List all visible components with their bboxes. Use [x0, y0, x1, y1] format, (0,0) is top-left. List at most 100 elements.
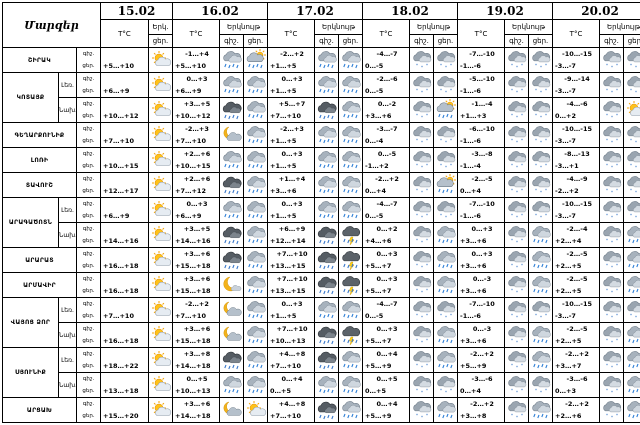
- weather-icon-night: [219, 97, 245, 123]
- night-day-label: գիշ. ցեր.: [76, 322, 101, 348]
- temperature-cell: +4…+8 +7…+10: [267, 397, 316, 423]
- weather-icon: [147, 72, 174, 98]
- svg-text:*: *: [534, 313, 537, 319]
- temperature-cell: +10…+15: [100, 147, 149, 173]
- weather-icon-day: ***: [528, 172, 554, 198]
- temperature-cell: -3…-6 0…+4: [457, 372, 506, 398]
- svg-text:*: *: [610, 190, 613, 196]
- weather-icon-day: [243, 72, 269, 98]
- weather-icon-day: [623, 97, 640, 123]
- svg-text:*: *: [605, 313, 608, 319]
- weather-icon-night: [314, 222, 340, 248]
- weather-icon-night: * * *: [504, 122, 530, 148]
- weather-icon-night: [219, 372, 245, 398]
- svg-text:*: *: [610, 215, 613, 221]
- svg-text:*: *: [634, 315, 637, 321]
- svg-text:*: *: [605, 413, 608, 419]
- weather-icon-day: [528, 222, 554, 248]
- temperature-cell: -3…-7 0…-4: [362, 122, 411, 148]
- svg-text:*: *: [515, 190, 518, 196]
- region-name: ՎԱՅՈՑ ՁՈՐ: [2, 297, 59, 348]
- temperature-cell: +5…+10: [100, 47, 149, 73]
- weather-icon-day: [623, 247, 640, 273]
- weather-icon-night: * * *: [409, 297, 435, 323]
- svg-text:*: *: [449, 388, 452, 394]
- temperature-cell: -8…-13 -3…+1: [552, 147, 601, 173]
- svg-text:*: *: [520, 363, 523, 369]
- svg-text:*: *: [415, 338, 418, 344]
- weather-icon-night: * * *: [599, 197, 625, 223]
- svg-text:*: *: [420, 115, 423, 121]
- temperature-cell: -2…+2 +5…+9: [457, 347, 506, 373]
- svg-text:*: *: [610, 115, 613, 121]
- weather-icon-night: * * *: [504, 247, 530, 273]
- night-day-label: գիշ. ցեր.: [76, 297, 101, 323]
- svg-text:*: *: [510, 113, 513, 119]
- weather-icon-night: * * *: [599, 97, 625, 123]
- svg-text:*: *: [425, 88, 428, 94]
- svg-text:*: *: [539, 115, 542, 121]
- svg-text:*: *: [605, 163, 608, 169]
- weather-icon-day: ***: [623, 172, 640, 198]
- temperature-cell: +14…+16: [100, 222, 149, 248]
- temperature-cell: 0…+3 +1…+5: [267, 72, 316, 98]
- weather-icon-day: [243, 247, 269, 273]
- weather-icon-day: [338, 272, 364, 298]
- svg-text:*: *: [520, 113, 523, 119]
- weather-icon-night: * * *: [504, 347, 530, 373]
- svg-text:*: *: [615, 113, 618, 119]
- night-day-label: գիշ. ցեր.: [76, 397, 101, 423]
- weather-icon-night: [219, 322, 245, 348]
- temperature-cell: -2…+2 0…+4: [362, 172, 411, 198]
- temperature-cell: -2…+3 +1…+5: [267, 122, 316, 148]
- temperature-cell: -2…+2 +7…+10: [172, 297, 221, 323]
- altitude-label: Լեռ.: [58, 72, 77, 98]
- weather-icon-night: * * *: [504, 197, 530, 223]
- weather-icon-night: * * *: [599, 272, 625, 298]
- weather-icon-day: ***: [433, 122, 459, 148]
- weather-icon-day: [338, 147, 364, 173]
- svg-text:*: *: [415, 113, 418, 119]
- svg-text:*: *: [439, 63, 442, 69]
- svg-text:*: *: [605, 213, 608, 219]
- weather-icon-day: [243, 172, 269, 198]
- night-day-label: գիշ. ցեր.: [76, 72, 101, 98]
- weather-icon-night: * * *: [599, 47, 625, 73]
- svg-text:*: *: [610, 290, 613, 296]
- weather-icon-day: [338, 397, 364, 423]
- svg-text:*: *: [520, 88, 523, 94]
- svg-text:*: *: [439, 213, 442, 219]
- weather-icon-night: [219, 72, 245, 98]
- svg-text:*: *: [510, 213, 513, 219]
- temperature-cell: 0…+4 +5…+9: [362, 347, 411, 373]
- svg-text:*: *: [449, 313, 452, 319]
- weather-icon-night: * * *: [504, 172, 530, 198]
- weather-icon-day: ***: [528, 297, 554, 323]
- svg-text:*: *: [610, 140, 613, 146]
- night-day-label: գիշ. ցեր.: [76, 372, 101, 398]
- svg-text:*: *: [615, 413, 618, 419]
- temperature-cell: 0…+3 +3…+6: [457, 247, 506, 273]
- table-row: ԳԵՂԱՐՔՈՒՆԻՔ գիշ. ցեր. +7…+10 -2…+3 +7…+10 -2…+…: [2, 122, 640, 148]
- svg-text:*: *: [510, 338, 513, 344]
- weather-icon-day: [243, 147, 269, 173]
- weather-icon-night: [314, 397, 340, 423]
- temperature-cell: +7…+10 +10…+13: [267, 322, 316, 348]
- weather-icon: [147, 397, 174, 423]
- temperature-cell: 0…+3 +5…+7: [362, 322, 411, 348]
- svg-text:*: *: [425, 113, 428, 119]
- svg-text:*: *: [515, 340, 518, 346]
- weather-icon-day: ***: [623, 122, 640, 148]
- svg-text:*: *: [615, 313, 618, 319]
- svg-text:*: *: [605, 288, 608, 294]
- svg-text:*: *: [520, 188, 523, 194]
- svg-text:*: *: [420, 140, 423, 146]
- svg-text:*: *: [420, 90, 423, 96]
- svg-text:*: *: [415, 138, 418, 144]
- svg-text:*: *: [420, 390, 423, 396]
- weather-icon-night: * * *: [409, 372, 435, 398]
- weather-icon-night: * * *: [599, 122, 625, 148]
- svg-text:*: *: [420, 315, 423, 321]
- table-row: ԱՐՑԱԽ գիշ. ցեր. +15…+20 +3…+6 +14…+18 +4…+8 +7……: [2, 397, 640, 423]
- weather-icon-day: [338, 172, 364, 198]
